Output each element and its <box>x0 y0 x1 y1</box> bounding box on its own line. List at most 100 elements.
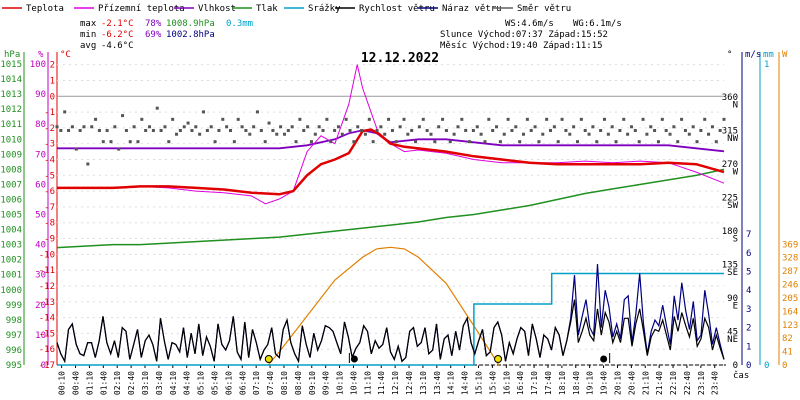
wind-dir-point <box>286 129 290 132</box>
wind-dir-point <box>425 129 429 132</box>
hpa-tick-label: 1008 <box>0 165 22 175</box>
wind-dir-point <box>406 132 410 136</box>
wind-dir-point <box>522 132 526 136</box>
wind-dir-point <box>683 129 687 132</box>
wind-dir-point <box>668 132 672 136</box>
c-tick-label: -12 <box>39 282 55 292</box>
wind-dir-point <box>564 129 568 132</box>
x-tick-label: 15:40 <box>488 371 497 395</box>
dir-tick-label: SW <box>727 201 738 211</box>
x-tick-label: 23:40 <box>711 371 720 395</box>
humidity-line <box>57 129 725 153</box>
hpa-tick-label: 1001 <box>0 271 22 281</box>
x-tick-label: 14:10 <box>447 371 456 395</box>
wind-dir-point <box>687 132 691 136</box>
plot-area <box>55 64 726 366</box>
x-tick-label: 22:10 <box>669 371 678 395</box>
wind-dir-point <box>560 117 564 121</box>
hpa-tick-label: 1010 <box>0 135 22 145</box>
dir-tick-label: 0 <box>733 361 738 371</box>
wind-dir-point <box>375 129 379 132</box>
w-tick-label: 82 <box>782 334 793 344</box>
stat-moon: Měsíc Východ:19:40 Západ:11:15 <box>440 41 603 51</box>
wind-dir-point <box>433 140 437 144</box>
pct-tick-label: 30 <box>35 271 46 281</box>
wind-dir-point <box>468 140 472 144</box>
x-tick-label: 18:40 <box>572 371 581 395</box>
solar-line <box>267 246 500 366</box>
dir-tick-label: W <box>733 167 739 177</box>
sunrise-marker <box>264 355 273 363</box>
wind-dir-point <box>360 129 364 132</box>
wind-dir-point <box>151 129 155 132</box>
hpa-tick-label: 999 <box>6 301 22 311</box>
stat-ws: WS:4.6m/s <box>505 19 554 29</box>
wind-dir-point <box>348 129 352 132</box>
hpa-tick-label: 1009 <box>0 150 22 160</box>
x-tick-label: 11:10 <box>363 371 372 395</box>
wind-dir-point <box>167 140 171 144</box>
w-tick-label: 205 <box>782 294 798 304</box>
x-tick-label: 14:40 <box>461 371 470 395</box>
sunset-marker <box>494 355 503 363</box>
wind-dir-point <box>109 140 113 144</box>
dir-tick-label: SE <box>727 268 738 278</box>
wind-dir-point <box>155 106 159 110</box>
x-tick-label: 07:40 <box>266 371 275 395</box>
wind-dir-point <box>94 117 98 121</box>
wind-dir-point <box>549 129 553 132</box>
legend-label: Teplota <box>26 4 64 14</box>
wind-dir-point <box>236 117 240 121</box>
x-tick-label: 03:10 <box>141 371 150 395</box>
x-tick-label: 02:10 <box>113 371 122 395</box>
hpa-tick-label: 1000 <box>0 286 22 296</box>
x-tick-label: 09:10 <box>308 371 317 395</box>
wind-dir-point <box>352 140 356 144</box>
dir-tick-label: E <box>733 301 738 311</box>
c-tick-label: -1 <box>44 108 55 118</box>
stat-max-hum: 78% <box>145 19 162 29</box>
legend-label: Vlhkost <box>198 4 236 14</box>
wind-dir-point <box>113 125 117 129</box>
wind-dir-point <box>714 140 718 144</box>
x-tick-label: 06:40 <box>238 371 247 395</box>
wind-dir-point <box>464 129 468 132</box>
dir-tick-label: S <box>733 234 738 244</box>
hpa-tick-label: 1007 <box>0 180 22 190</box>
dir-tick-label: N <box>733 100 738 110</box>
pct-tick-label: 20 <box>35 301 46 311</box>
hpa-tick-label: 1004 <box>0 226 22 236</box>
c-tick-label: 1 <box>50 76 55 86</box>
wind-dir-point <box>244 129 248 132</box>
x-tick-label: 04:40 <box>183 371 192 395</box>
hpa-tick-label: 996 <box>6 346 22 356</box>
wind-dir-point <box>313 132 317 136</box>
wind-dir-point <box>144 129 148 132</box>
wind-dir-point <box>483 140 487 144</box>
wind-dir-point <box>63 110 67 114</box>
deg-unit: ° <box>727 50 732 60</box>
hpa-tick-label: 1006 <box>0 195 22 205</box>
hpa-tick-label: 998 <box>6 316 22 326</box>
wind-dir-point <box>441 117 445 121</box>
ms-tick-label: 6 <box>746 249 751 259</box>
pct-tick-label: 60 <box>35 180 46 190</box>
x-tick-label: 17:40 <box>544 371 553 395</box>
stat-min-hum: 69% <box>145 30 162 40</box>
dir-tick-label: 45 <box>727 328 738 338</box>
ms-tick-label: 1 <box>746 342 751 352</box>
x-tick-label: 12:10 <box>391 371 400 395</box>
wind-dir-point <box>626 132 630 136</box>
wind-dir-point <box>182 125 186 129</box>
wind-dir-point <box>533 125 537 129</box>
wind-dir-point <box>198 132 202 136</box>
wind-dir-point <box>641 117 645 121</box>
wind-dir-point <box>252 125 256 129</box>
x-tick-label: 01:10 <box>85 371 94 395</box>
x-unit: čas <box>733 370 749 381</box>
c-tick-label: -15 <box>39 329 55 339</box>
c-tick-label: 0 <box>50 92 55 102</box>
c-tick-label: -6 <box>44 187 55 197</box>
wind-dir-point <box>614 140 618 144</box>
pct-tick-label: 70 <box>35 150 46 160</box>
